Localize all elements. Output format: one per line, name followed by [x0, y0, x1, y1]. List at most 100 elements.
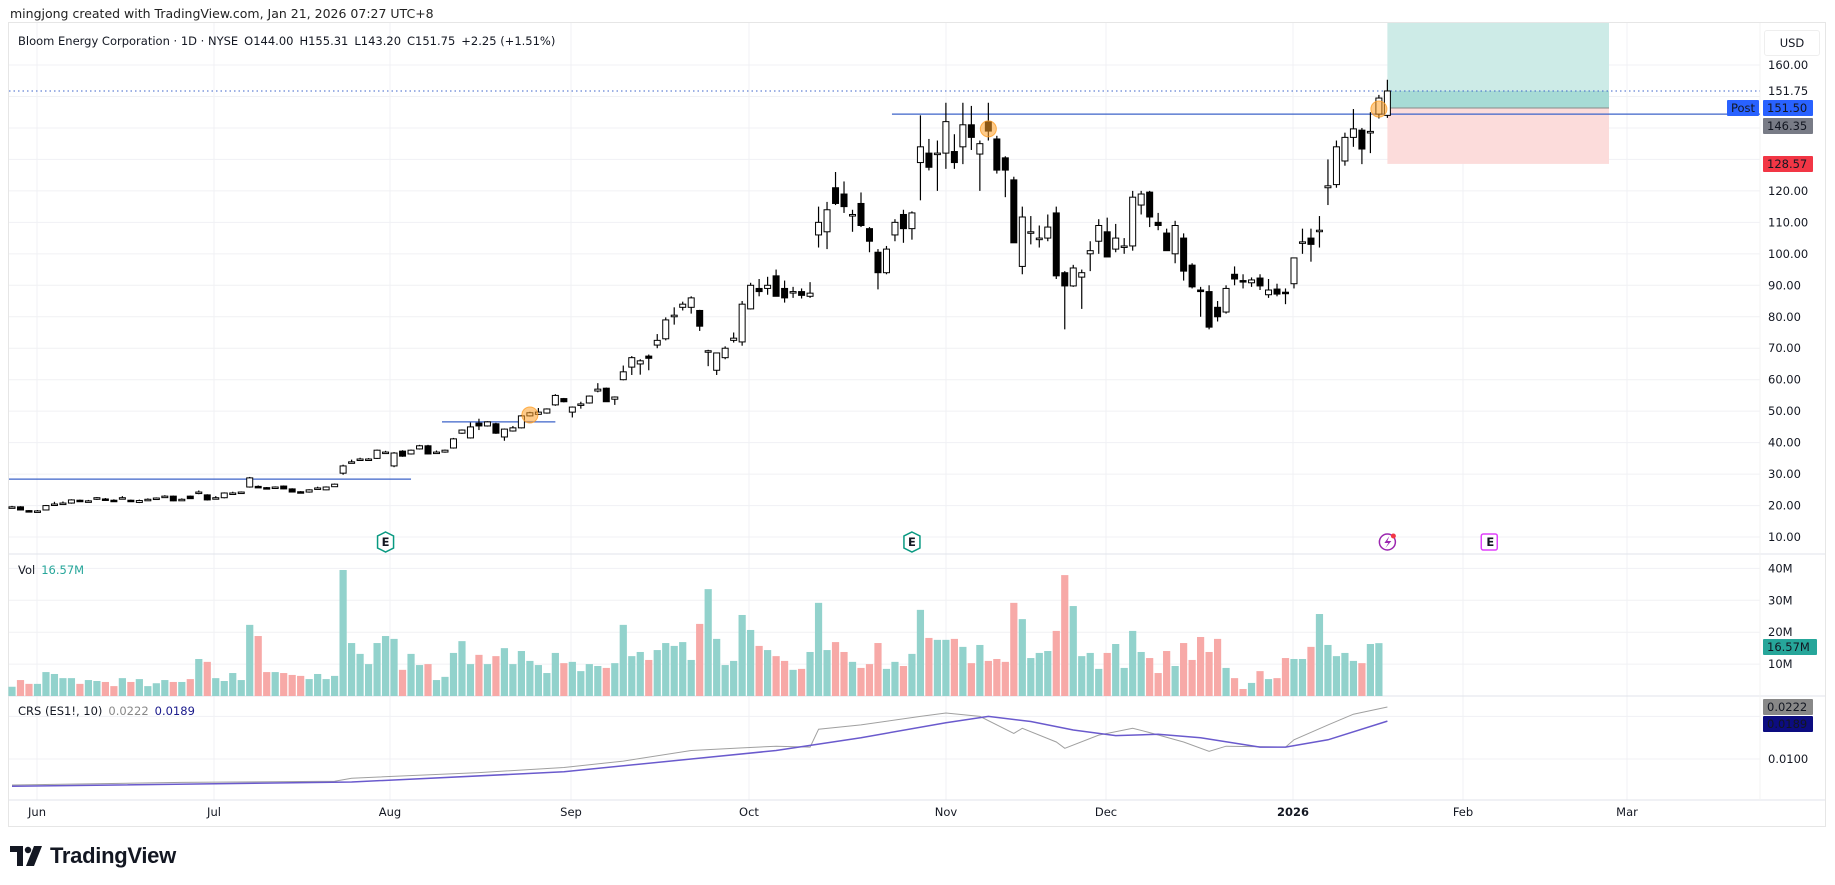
candle[interactable] — [127, 499, 135, 503]
candle[interactable] — [280, 485, 288, 490]
candle[interactable] — [925, 138, 933, 171]
candle[interactable] — [1044, 214, 1052, 242]
candle[interactable] — [1239, 274, 1247, 289]
candle[interactable] — [1035, 225, 1043, 248]
candle[interactable] — [619, 365, 627, 381]
candle[interactable] — [1018, 206, 1026, 275]
candle[interactable] — [331, 483, 339, 488]
candle[interactable] — [500, 428, 508, 441]
lightning-icon[interactable] — [1378, 533, 1397, 551]
candle[interactable] — [959, 102, 967, 165]
candle[interactable] — [33, 509, 41, 513]
candle[interactable] — [1366, 112, 1374, 154]
candle[interactable] — [662, 317, 670, 341]
candle[interactable] — [339, 464, 347, 475]
candle[interactable] — [263, 487, 271, 490]
candle[interactable] — [1086, 241, 1094, 272]
candle[interactable] — [449, 437, 457, 449]
candle[interactable] — [857, 192, 865, 228]
tradingview-logo[interactable]: TradingView — [10, 843, 176, 869]
candle[interactable] — [1307, 228, 1315, 262]
candle[interactable] — [517, 414, 525, 429]
candle[interactable] — [967, 105, 975, 150]
candle[interactable] — [874, 249, 882, 290]
candle[interactable] — [1010, 176, 1018, 244]
candle[interactable] — [416, 444, 424, 450]
candle[interactable] — [653, 334, 661, 349]
candle[interactable] — [1349, 109, 1357, 147]
candle[interactable] — [916, 115, 924, 201]
candle[interactable] — [1265, 278, 1273, 298]
candle[interactable] — [594, 383, 602, 393]
candle[interactable] — [645, 354, 653, 371]
candle[interactable] — [551, 394, 559, 406]
candle[interactable] — [220, 492, 228, 499]
candle[interactable] — [373, 449, 381, 460]
candle[interactable] — [993, 135, 1001, 174]
candle[interactable] — [1231, 266, 1239, 286]
candle[interactable] — [1103, 217, 1111, 258]
candle[interactable] — [1290, 257, 1298, 289]
candle[interactable] — [865, 227, 873, 253]
candle[interactable] — [1214, 301, 1222, 322]
candle[interactable] — [110, 499, 118, 503]
candle[interactable] — [1120, 238, 1128, 254]
candle[interactable] — [1137, 190, 1145, 215]
candle[interactable] — [950, 134, 958, 169]
candle[interactable] — [16, 506, 24, 511]
candle[interactable] — [1027, 216, 1035, 245]
candle[interactable] — [543, 408, 551, 414]
candle[interactable] — [1001, 156, 1009, 198]
candle[interactable] — [1180, 233, 1188, 281]
candle[interactable] — [152, 497, 160, 501]
candle[interactable] — [8, 505, 16, 509]
candle[interactable] — [483, 421, 491, 427]
candle[interactable] — [1282, 288, 1289, 305]
candle[interactable] — [67, 499, 75, 504]
candle[interactable] — [1052, 206, 1060, 279]
candle[interactable] — [908, 211, 916, 240]
candle[interactable] — [713, 352, 721, 375]
candle[interactable] — [118, 496, 126, 500]
candle[interactable] — [466, 422, 474, 439]
candle[interactable] — [840, 181, 848, 213]
candle[interactable] — [84, 499, 92, 503]
currency-button[interactable]: USD — [1764, 30, 1820, 56]
candle[interactable] — [305, 489, 313, 493]
candle[interactable] — [1197, 286, 1205, 317]
candle[interactable] — [1248, 277, 1256, 287]
candle[interactable] — [1341, 132, 1349, 166]
candle[interactable] — [297, 491, 305, 494]
candle[interactable] — [186, 495, 194, 500]
candle[interactable] — [178, 498, 186, 502]
candle[interactable] — [195, 490, 203, 495]
candle[interactable] — [356, 457, 364, 462]
candle[interactable] — [1324, 159, 1332, 206]
candle[interactable] — [899, 209, 907, 243]
candle[interactable] — [254, 485, 262, 489]
candle[interactable] — [1222, 285, 1230, 314]
candle[interactable] — [229, 491, 237, 495]
candle[interactable] — [1078, 269, 1086, 309]
candle[interactable] — [1146, 190, 1154, 228]
candle[interactable] — [891, 219, 899, 242]
candle[interactable] — [636, 359, 644, 375]
candle[interactable] — [1315, 216, 1323, 248]
candle[interactable] — [1205, 285, 1213, 330]
candle[interactable] — [144, 498, 152, 502]
candle[interactable] — [832, 171, 840, 206]
candle[interactable] — [730, 332, 738, 343]
candle[interactable] — [288, 488, 296, 493]
candle[interactable] — [942, 102, 950, 169]
candle[interactable] — [424, 444, 432, 455]
candle[interactable] — [271, 486, 279, 490]
candle[interactable] — [585, 395, 593, 404]
candle[interactable] — [747, 282, 755, 310]
upcoming-earnings-icon[interactable]: E — [1480, 533, 1499, 551]
candle[interactable] — [322, 486, 330, 491]
candle[interactable] — [1129, 190, 1137, 251]
candle[interactable] — [348, 459, 356, 464]
candle[interactable] — [577, 401, 585, 409]
candle[interactable] — [721, 346, 729, 360]
candle[interactable] — [815, 206, 823, 248]
